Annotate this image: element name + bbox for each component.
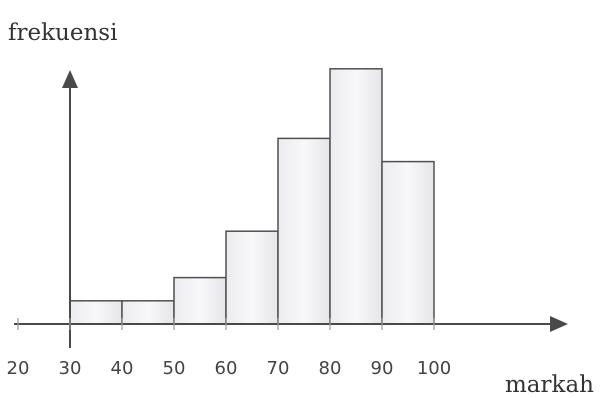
x-tick-label-100: 100 xyxy=(417,358,451,379)
bar-90-100 xyxy=(381,160,435,325)
x-tick-label-50: 50 xyxy=(163,358,186,379)
x-tick-label-80: 80 xyxy=(319,358,342,379)
x-axis-label: markah xyxy=(505,372,594,398)
x-tick-label-30: 30 xyxy=(59,358,82,379)
y-axis-arrowhead xyxy=(62,70,78,88)
x-tick-label-20: 20 xyxy=(7,358,30,379)
x-tick-label-40: 40 xyxy=(111,358,134,379)
bar-60-70 xyxy=(225,230,279,325)
y-axis-label: frekuensi xyxy=(8,20,117,46)
bar-40-50 xyxy=(121,300,175,325)
x-tick-label-60: 60 xyxy=(215,358,238,379)
bar-70-80 xyxy=(277,137,331,325)
x-ticks-group: 20 30 40 50 60 70 80 90 100 xyxy=(7,318,451,379)
x-tick-label-90: 90 xyxy=(371,358,394,379)
x-axis-arrowhead xyxy=(550,316,568,332)
bar-80-90 xyxy=(329,68,383,325)
bar-30-40 xyxy=(69,300,123,325)
x-tick-label-70: 70 xyxy=(267,358,290,379)
bar-50-60 xyxy=(173,276,227,325)
bars-group xyxy=(69,68,435,325)
